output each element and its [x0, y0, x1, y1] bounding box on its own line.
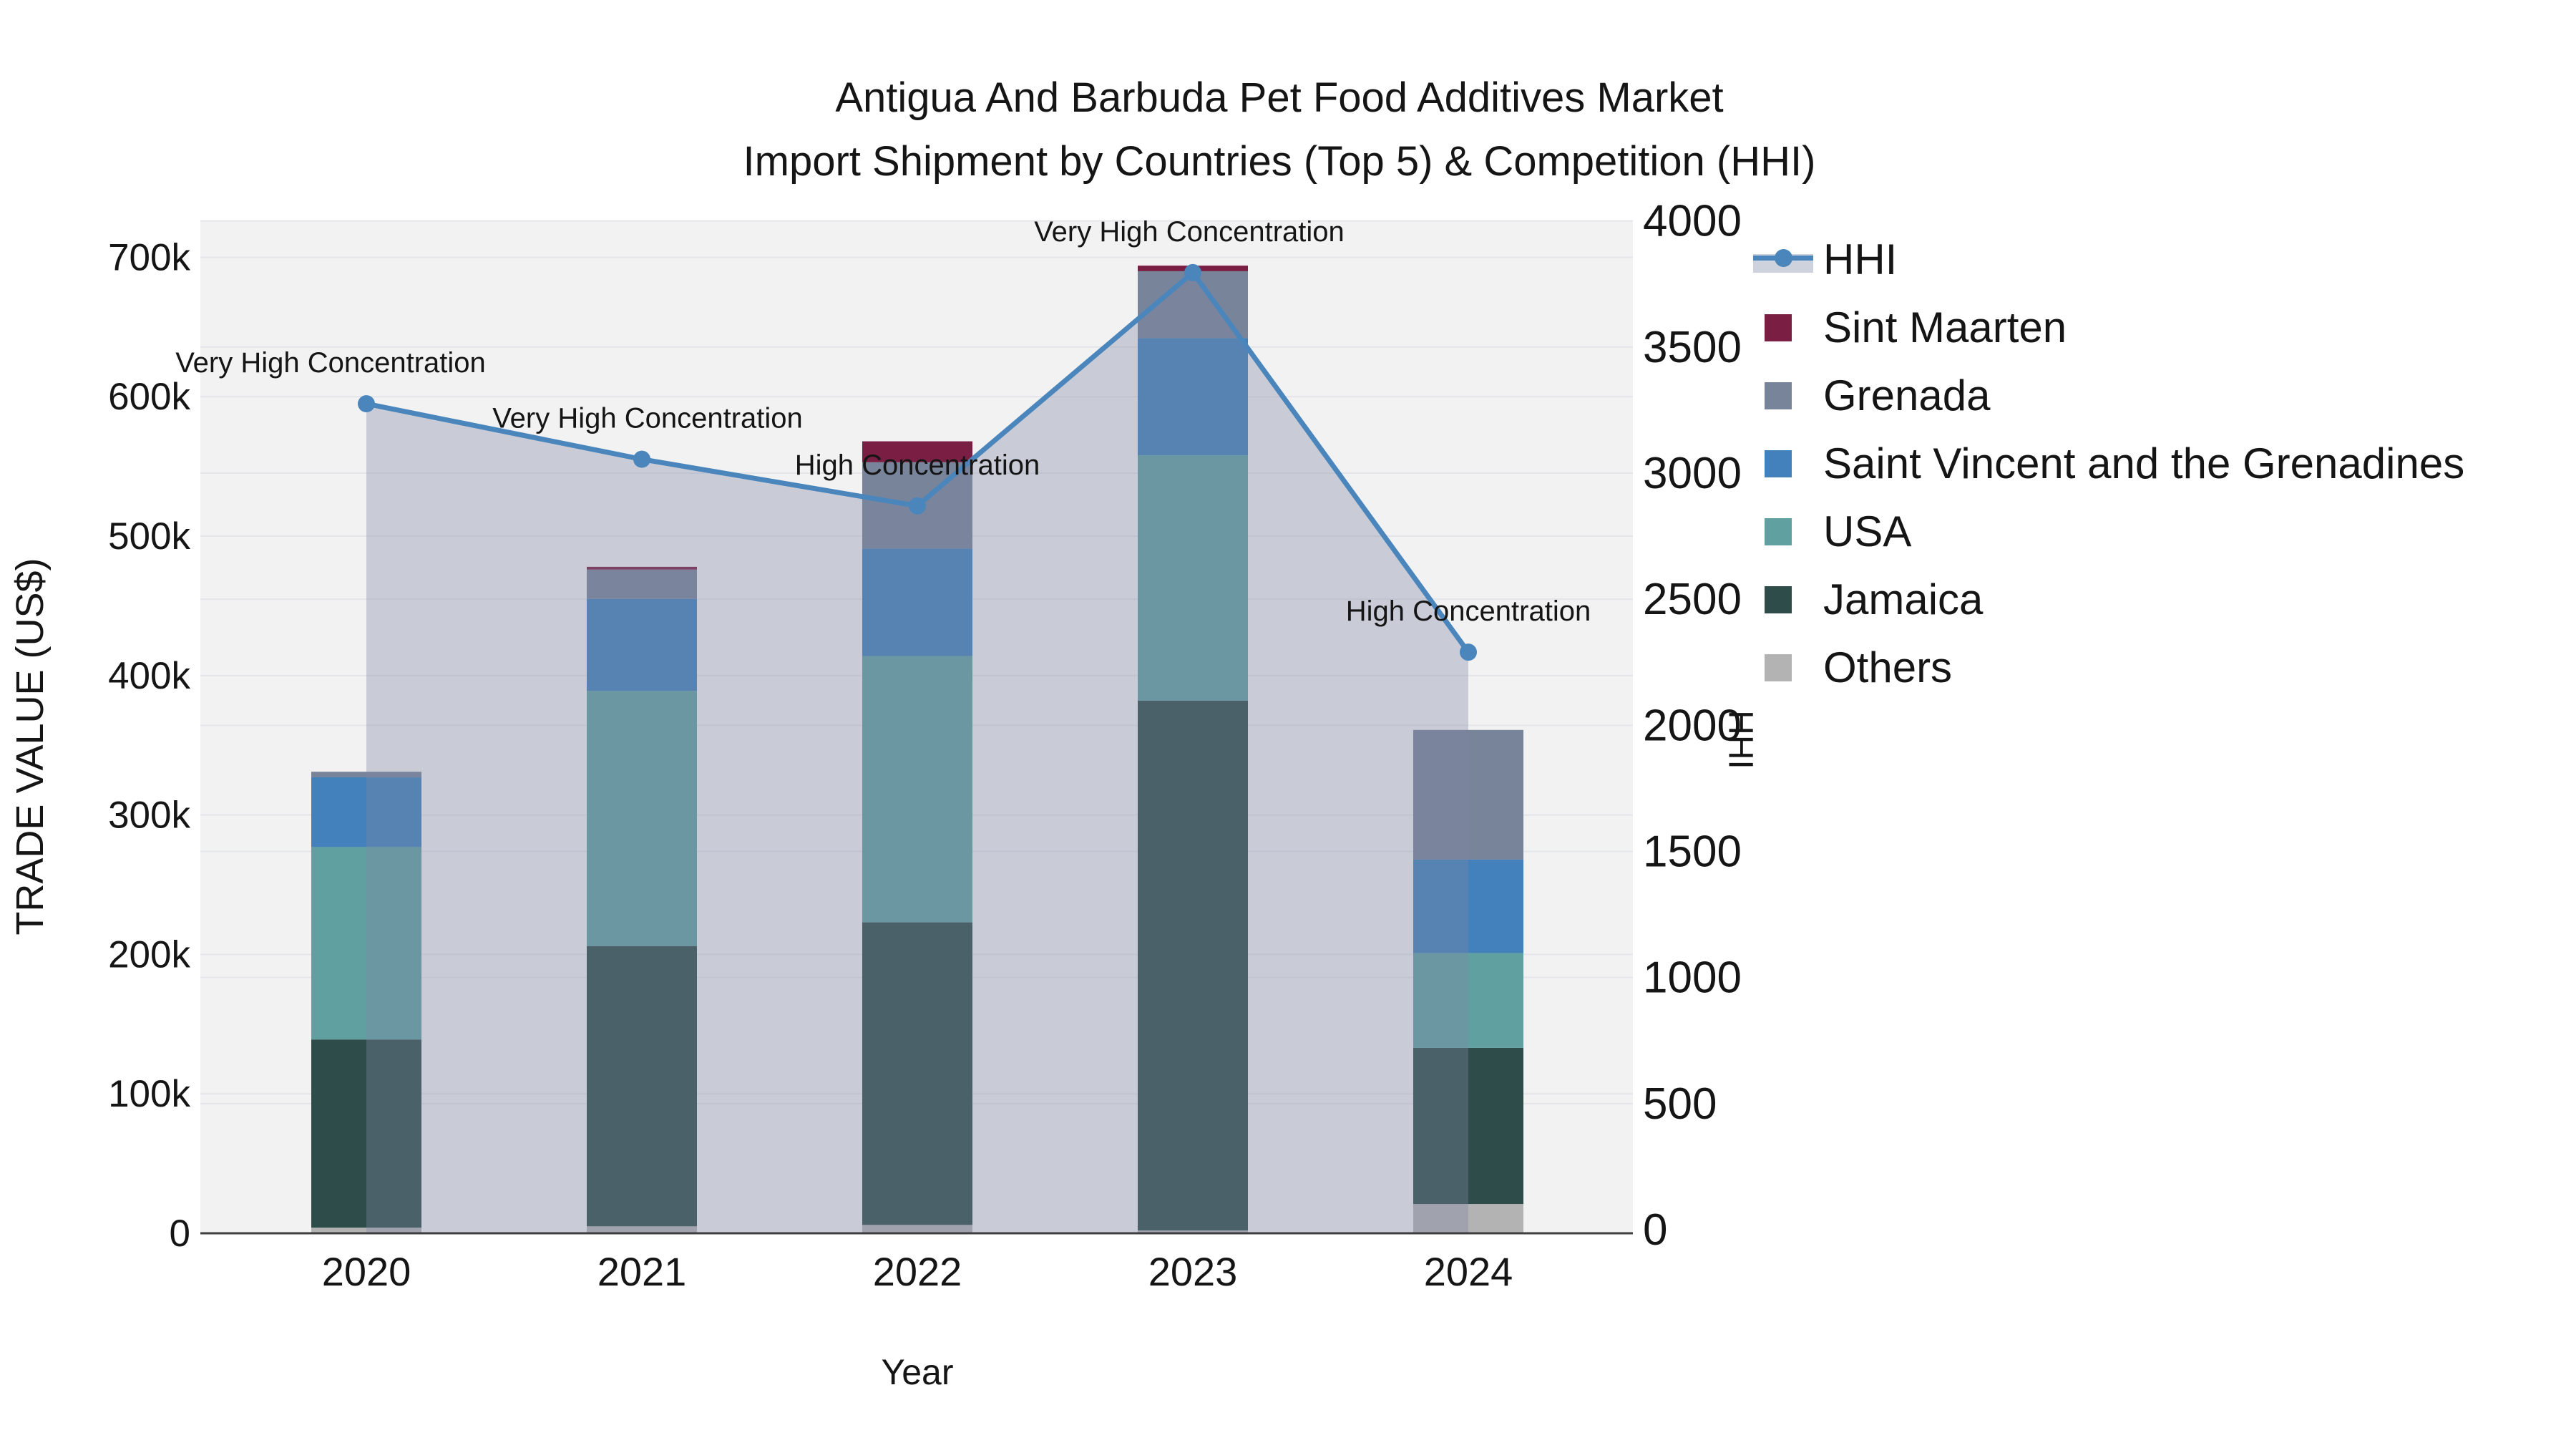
chart-title-line2: Import Shipment by Countries (Top 5) & C…: [743, 138, 1816, 185]
y-left-tick-300k: 300k: [108, 794, 190, 837]
legend-label: Sint Maarten: [1823, 303, 2067, 351]
bar-segment-usa-2021[interactable]: [587, 691, 697, 946]
y-right-tick-1000: 1000: [1643, 953, 1742, 1003]
y-right-tick-2500: 2500: [1643, 575, 1742, 624]
usa-swatch: [1765, 517, 1792, 545]
hhi-marker-2023[interactable]: [1184, 263, 1201, 281]
bar-segment-grenada-2020[interactable]: [311, 772, 421, 778]
y-right-tick-3500: 3500: [1643, 323, 1742, 372]
bar-segment-jamaica-2022[interactable]: [862, 922, 972, 1225]
bar-segment-grenada-2024[interactable]: [1413, 729, 1523, 860]
x-tick-2024: 2024: [1424, 1249, 1513, 1294]
y-right-tick-2000: 2000: [1643, 701, 1742, 750]
legend-item-others[interactable]: Others: [1753, 633, 2464, 701]
legend-item-usa[interactable]: USA: [1753, 497, 2464, 565]
bar-segment-jamaica-2023[interactable]: [1138, 700, 1248, 1231]
bar-segment-saint-vincent-and-the-grenadines-2020[interactable]: [311, 777, 421, 847]
hhi-line-swatch: [1753, 244, 1816, 276]
bar-segment-jamaica-2020[interactable]: [311, 1039, 421, 1228]
bar-segment-saint-vincent-and-the-grenadines-2022[interactable]: [862, 548, 972, 656]
hhi-marker-2021[interactable]: [633, 450, 650, 468]
bar-segment-usa-2023[interactable]: [1138, 455, 1248, 701]
bar-segment-usa-2020[interactable]: [311, 847, 421, 1040]
bar-segment-sint-maarten-2021[interactable]: [587, 566, 697, 570]
legend-label: HHI: [1823, 235, 1898, 283]
bar-segment-saint-vincent-and-the-grenadines-2024[interactable]: [1413, 859, 1523, 953]
legend-label: Saint Vincent and the Grenadines: [1823, 439, 2465, 487]
bar-segment-others-2024[interactable]: [1413, 1204, 1523, 1233]
sint-maarten-swatch: [1765, 314, 1792, 341]
y-left-tick-400k: 400k: [108, 655, 190, 697]
x-tick-2023: 2023: [1148, 1249, 1238, 1294]
y-left-tick-0: 0: [170, 1213, 190, 1255]
y-right-tick-4000: 4000: [1643, 197, 1742, 246]
y-right-tick-0: 0: [1643, 1205, 1667, 1255]
annotation-2022: High Concentration: [795, 449, 1040, 481]
hhi-marker-2024[interactable]: [1460, 643, 1477, 661]
hhi-marker-icon: [1775, 248, 1792, 267]
jamaica-swatch: [1765, 585, 1792, 613]
legend-label: Grenada: [1823, 371, 1991, 419]
x-tick-2020: 2020: [322, 1249, 411, 1294]
bar-segment-saint-vincent-and-the-grenadines-2021[interactable]: [587, 598, 697, 691]
x-axis-title: Year: [881, 1352, 954, 1392]
legend-item-grenada[interactable]: Grenada: [1753, 361, 2464, 429]
bar-segment-saint-vincent-and-the-grenadines-2023[interactable]: [1138, 338, 1248, 456]
annotation-2023: Very High Concentration: [1034, 216, 1345, 248]
y-left-tick-200k: 200k: [108, 933, 190, 976]
x-tick-2021: 2021: [597, 1249, 687, 1294]
annotation-2024: High Concentration: [1346, 596, 1591, 627]
bar-segment-others-2020[interactable]: [311, 1228, 421, 1233]
legend: HHI Sint Maarten Grenada Saint Vincent a…: [1753, 225, 2464, 701]
bar-segment-jamaica-2024[interactable]: [1413, 1047, 1523, 1205]
bar-segment-others-2022[interactable]: [862, 1225, 972, 1233]
chart-title-line1: Antigua And Barbuda Pet Food Additives M…: [835, 74, 1724, 121]
hhi-marker-2022[interactable]: [909, 497, 926, 515]
bar-segment-others-2021[interactable]: [587, 1226, 697, 1233]
legend-label: Jamaica: [1823, 575, 1984, 623]
y-right-tick-3000: 3000: [1643, 449, 1742, 498]
bar-segment-usa-2024[interactable]: [1413, 953, 1523, 1048]
annotation-2020: Very High Concentration: [175, 347, 486, 379]
legend-item-saint-vincent[interactable]: Saint Vincent and the Grenadines: [1753, 429, 2464, 497]
y-left-tick-500k: 500k: [108, 515, 190, 558]
legend-item-jamaica[interactable]: Jamaica: [1753, 565, 2464, 633]
y-left-axis-title: TRADE VALUE (US$): [9, 558, 52, 936]
bar-segment-usa-2022[interactable]: [862, 656, 972, 923]
y-left-tick-700k: 700k: [108, 236, 190, 278]
legend-label: USA: [1823, 507, 1912, 555]
bar-segment-grenada-2021[interactable]: [587, 569, 697, 599]
annotation-2021: Very High Concentration: [492, 403, 803, 434]
y-left-tick-100k: 100k: [108, 1073, 190, 1115]
x-tick-2022: 2022: [873, 1249, 962, 1294]
saint-vincent-swatch: [1765, 449, 1792, 477]
bar-segment-jamaica-2021[interactable]: [587, 946, 697, 1227]
bar-segment-others-2023[interactable]: [1138, 1230, 1248, 1233]
legend-item-sint-maarten[interactable]: Sint Maarten: [1753, 293, 2464, 361]
bar-segment-sint-maarten-2022[interactable]: [862, 441, 972, 462]
grenada-swatch: [1765, 382, 1792, 409]
hhi-marker-2020[interactable]: [358, 395, 375, 413]
others-swatch: [1765, 653, 1792, 681]
y-right-tick-500: 500: [1643, 1079, 1717, 1129]
y-left-tick-600k: 600k: [108, 376, 190, 418]
chart-title: Antigua And Barbuda Pet Food Additives M…: [0, 66, 2559, 193]
legend-item-hhi[interactable]: HHI: [1753, 225, 2464, 293]
hhi-area-fill: [366, 272, 1468, 1233]
y-right-tick-1500: 1500: [1643, 827, 1742, 876]
legend-label: Others: [1823, 643, 1953, 691]
